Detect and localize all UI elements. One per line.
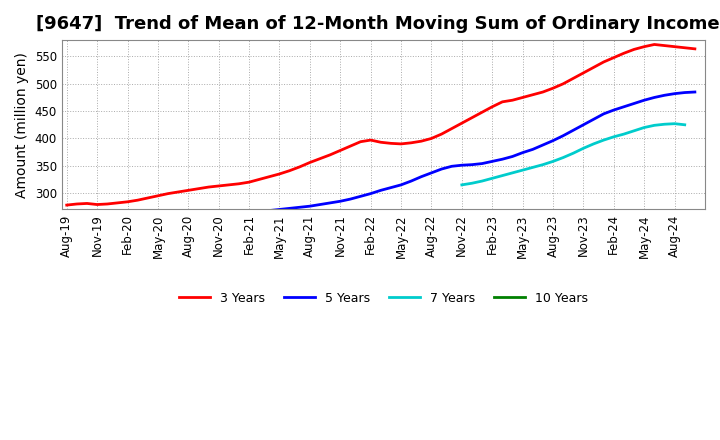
3 Years (498, 99, 507, 104)
5 Years (620, 104, 629, 110)
7 Years (680, 122, 689, 128)
5 Years (670, 91, 679, 96)
5 Years (225, 211, 233, 216)
7 Years (610, 134, 618, 139)
7 Years (549, 159, 557, 164)
7 Years (569, 150, 577, 156)
5 Years (569, 128, 577, 133)
7 Years (650, 123, 659, 128)
5 Years (305, 204, 314, 209)
5 Years (336, 198, 345, 204)
5 Years (235, 210, 243, 215)
3 Years (650, 42, 659, 47)
5 Years (427, 170, 436, 176)
5 Years (640, 98, 649, 103)
5 Years (630, 101, 639, 106)
Title: [9647]  Trend of Mean of 12-Month Moving Sum of Ordinary Incomes: [9647] Trend of Mean of 12-Month Moving … (36, 15, 720, 33)
5 Years (387, 185, 395, 190)
5 Years (599, 111, 608, 117)
5 Years (498, 157, 507, 162)
3 Years (680, 45, 689, 51)
Line: 3 Years: 3 Years (67, 44, 695, 205)
5 Years (275, 207, 284, 212)
5 Years (407, 178, 415, 183)
5 Years (417, 174, 426, 180)
5 Years (468, 162, 477, 167)
5 Years (680, 90, 689, 95)
5 Years (255, 209, 264, 214)
7 Years (660, 121, 669, 127)
7 Years (457, 182, 466, 187)
5 Years (245, 209, 253, 215)
3 Years (690, 46, 699, 51)
7 Years (498, 173, 507, 178)
3 Years (63, 202, 71, 208)
Line: 7 Years: 7 Years (462, 124, 685, 185)
5 Years (356, 194, 365, 199)
7 Years (468, 180, 477, 186)
3 Years (235, 181, 243, 187)
5 Years (457, 162, 466, 168)
3 Years (377, 139, 385, 145)
7 Years (640, 125, 649, 130)
5 Years (285, 206, 294, 211)
5 Years (265, 208, 274, 213)
5 Years (518, 150, 527, 155)
5 Years (447, 164, 456, 169)
5 Years (377, 188, 385, 193)
7 Years (589, 141, 598, 147)
5 Years (539, 143, 547, 148)
5 Years (559, 133, 567, 138)
5 Years (315, 202, 324, 207)
7 Years (670, 121, 679, 126)
Legend: 3 Years, 5 Years, 7 Years, 10 Years: 3 Years, 5 Years, 7 Years, 10 Years (174, 287, 593, 310)
5 Years (690, 89, 699, 95)
3 Years (255, 177, 264, 182)
5 Years (366, 191, 375, 196)
7 Years (478, 178, 487, 183)
5 Years (549, 138, 557, 143)
5 Years (508, 154, 517, 159)
5 Years (488, 159, 497, 164)
Y-axis label: Amount (million yen): Amount (million yen) (15, 52, 29, 198)
5 Years (437, 166, 446, 172)
7 Years (488, 176, 497, 181)
5 Years (397, 182, 405, 187)
7 Years (518, 168, 527, 173)
7 Years (528, 165, 537, 170)
Line: 5 Years: 5 Years (219, 92, 695, 214)
5 Years (295, 205, 304, 210)
7 Years (599, 137, 608, 143)
7 Years (559, 155, 567, 160)
7 Years (539, 162, 547, 167)
5 Years (326, 200, 335, 205)
3 Years (356, 139, 365, 144)
5 Years (478, 161, 487, 166)
5 Years (579, 122, 588, 128)
7 Years (630, 128, 639, 133)
7 Years (508, 170, 517, 176)
5 Years (610, 107, 618, 113)
7 Years (620, 132, 629, 137)
5 Years (589, 117, 598, 122)
7 Years (579, 146, 588, 151)
5 Years (660, 93, 669, 98)
5 Years (346, 196, 355, 202)
5 Years (215, 211, 223, 216)
5 Years (650, 95, 659, 100)
5 Years (528, 147, 537, 152)
